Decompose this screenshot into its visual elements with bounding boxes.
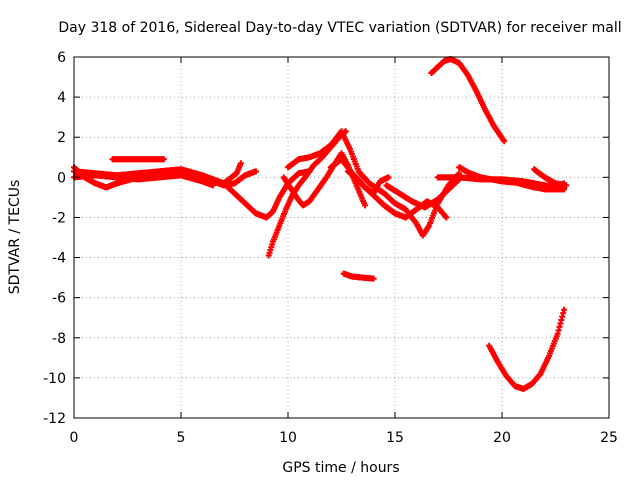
y-tick-label: -8 <box>52 331 66 347</box>
series-arc-short-13h <box>344 168 392 197</box>
series-arc-mid-15h <box>383 176 463 211</box>
y-axis-label: SDTVAR / TECUs <box>7 180 23 295</box>
y-tick-label: 0 <box>57 170 66 186</box>
plot-border <box>73 56 610 419</box>
data-point <box>561 306 568 313</box>
x-tick-label: 5 <box>177 430 186 446</box>
x-tick-label: 20 <box>493 430 511 446</box>
series-arc-10h <box>280 150 369 209</box>
x-tick-label: 0 <box>70 430 79 446</box>
series-arc-early-flat <box>71 172 217 189</box>
series-arc-top-17h <box>428 56 508 145</box>
data-point <box>210 182 217 189</box>
series-arc-late-up <box>516 180 568 193</box>
x-axis-label: GPS time / hours <box>282 460 399 476</box>
y-tick-label: -2 <box>52 210 66 226</box>
y-tick-label: 4 <box>57 90 66 106</box>
data-point <box>370 275 377 282</box>
chart-title: Day 318 of 2016, Sidereal Day-to-day VTE… <box>58 20 621 36</box>
data-point <box>237 160 244 167</box>
series-arc-drop-9h <box>265 128 349 259</box>
grid <box>74 57 609 418</box>
data-point <box>160 156 167 163</box>
data-point <box>501 138 508 145</box>
series-arc-isolated-13h <box>340 270 377 282</box>
data-layer <box>71 56 570 392</box>
y-tick-label: -4 <box>52 251 66 267</box>
series-arc-peak-12h <box>285 128 463 239</box>
x-tick-label: 10 <box>279 430 297 446</box>
x-tick-label: 25 <box>600 430 618 446</box>
data-point <box>385 174 392 181</box>
data-point <box>443 214 450 221</box>
y-tick-label: -10 <box>43 371 66 387</box>
x-tick-label: 15 <box>386 430 404 446</box>
data-point <box>252 168 259 175</box>
y-tick-label: -6 <box>52 291 66 307</box>
y-tick-label: -12 <box>43 411 66 427</box>
y-tick-label: 2 <box>57 130 66 146</box>
series-arc-early-high <box>109 156 167 163</box>
data-point <box>561 180 568 187</box>
y-tick-label: 6 <box>57 50 66 66</box>
series-arc-dip-9h <box>220 168 313 221</box>
data-point <box>362 202 369 209</box>
series-arc-bottom-20h <box>486 306 568 392</box>
